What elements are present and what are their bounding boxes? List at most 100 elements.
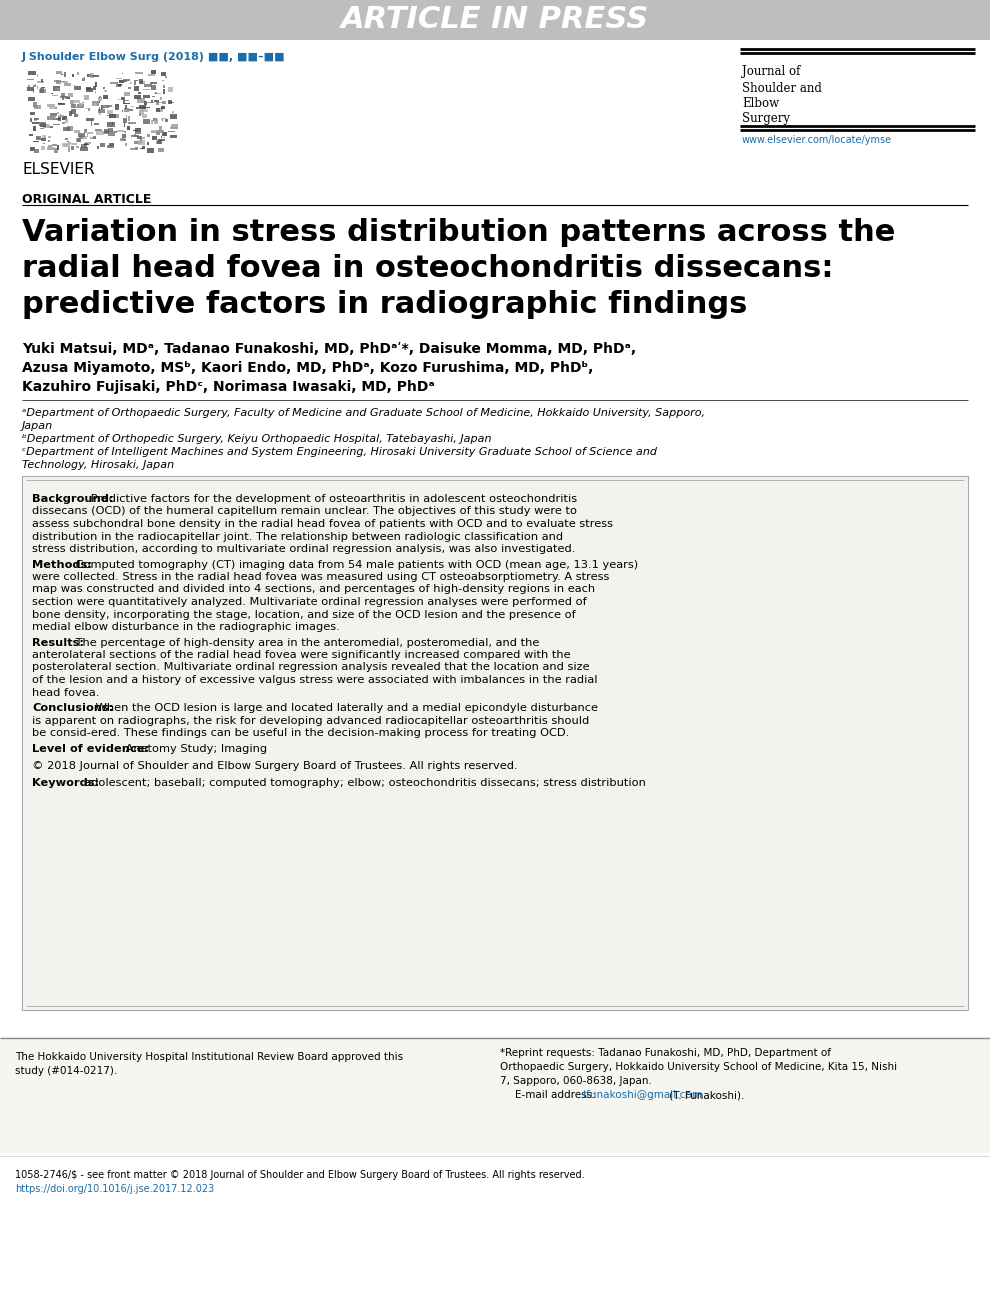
Bar [98,97,102,100]
Text: Orthopaedic Surgery, Hokkaido University School of Medicine, Kita 15, Nishi: Orthopaedic Surgery, Hokkaido University… [500,1062,897,1071]
Bar [141,107,146,108]
Bar [103,95,108,99]
Bar [95,91,96,94]
Bar [109,128,113,132]
Bar [28,97,35,102]
Bar [42,134,46,138]
Text: Keywords:: Keywords: [32,778,99,787]
Bar [62,127,69,132]
Bar [156,141,160,144]
Bar [52,86,59,90]
Bar [55,107,56,108]
Text: Japan: Japan [22,422,53,431]
Bar [47,116,54,120]
Bar [100,142,105,147]
Bar [162,102,165,104]
Bar [94,123,99,125]
Text: anterolateral sections of the radial head fovea were significantly increased com: anterolateral sections of the radial hea… [32,650,570,660]
Bar [81,137,87,138]
Bar [53,115,55,119]
Bar [64,144,68,147]
Bar [67,94,73,97]
Bar [82,102,83,103]
Bar [95,82,97,86]
Bar [91,76,99,77]
Text: dissecans (OCD) of the humeral capitellum remain unclear. The objectives of this: dissecans (OCD) of the humeral capitellu… [32,506,577,517]
Bar [119,99,120,100]
Bar [148,147,154,153]
Bar [69,111,72,116]
Text: *Reprint requests: Tadanao Funakoshi, MD, PhD, Department of: *Reprint requests: Tadanao Funakoshi, MD… [500,1048,831,1058]
Text: The Hokkaido University Hospital Institutional Review Board approved this: The Hokkaido University Hospital Institu… [15,1052,403,1062]
Text: study (#014-0217).: study (#014-0217). [15,1066,117,1077]
Bar [140,110,148,112]
Bar [156,107,160,112]
Text: Methods:: Methods: [32,560,92,569]
Bar [150,120,152,124]
Text: ELSEVIER: ELSEVIER [22,162,95,177]
Bar [157,141,161,144]
Text: Yuki Matsui, MDᵃ, Tadanao Funakoshi, MD, PhDᵃʹ*, Daisuke Momma, MD, PhDᵃ,: Yuki Matsui, MDᵃ, Tadanao Funakoshi, MD,… [22,342,637,356]
Bar [141,140,143,144]
Bar [50,125,53,128]
Bar [129,121,136,124]
Bar [135,72,143,74]
Bar [77,72,79,76]
Bar [107,123,115,128]
Bar [63,72,65,77]
Bar [29,133,34,136]
Bar [156,102,161,103]
Bar [103,130,109,134]
Bar [162,119,163,120]
Text: adolescent; baseball; computed tomography; elbow; osteochondritis dissecans; str: adolescent; baseball; computed tomograph… [77,778,645,787]
Bar [35,149,39,153]
Bar [60,81,66,82]
Bar [161,132,167,136]
Bar [165,119,168,123]
Bar [57,112,59,114]
Bar [157,149,164,153]
Bar [28,72,36,74]
Text: Surgery: Surgery [742,112,790,125]
Text: radial head fovea in osteochondritis dissecans:: radial head fovea in osteochondritis dis… [22,254,834,283]
Bar [36,136,42,140]
Text: distribution in the radiocapitellar joint. The relationship between radiologic c: distribution in the radiocapitellar join… [32,531,563,542]
Bar [50,112,57,116]
Bar [147,142,148,145]
Bar [41,124,46,127]
Bar [22,65,177,155]
Bar [101,104,103,110]
Bar [48,125,50,128]
Text: Results:: Results: [32,638,84,647]
Bar [90,121,91,127]
Bar [162,89,164,94]
Text: 1058-2746/$ - see front matter © 2018 Journal of Shoulder and Elbow Surgery Boar: 1058-2746/$ - see front matter © 2018 Jo… [15,1171,585,1180]
Bar [62,95,64,100]
Bar [49,145,52,147]
Bar [109,114,116,117]
Bar [97,146,99,150]
Bar [136,107,140,110]
Bar [110,144,114,146]
Text: E-mail address:: E-mail address: [515,1090,599,1100]
Bar [86,87,91,90]
Bar [84,95,89,100]
Bar [31,146,35,151]
Text: Kazuhiro Fujisaki, PhDᶜ, Norimasa Iwasaki, MD, PhDᵃ: Kazuhiro Fujisaki, PhDᶜ, Norimasa Iwasak… [22,380,435,394]
Bar [79,134,82,140]
Bar [139,114,141,116]
Text: stress distribution, according to multivariate ordinal regression analysis, was : stress distribution, according to multiv… [32,544,575,555]
Bar [53,149,57,153]
Bar [134,86,140,90]
Text: 7, Sapporo, 060-8638, Japan.: 7, Sapporo, 060-8638, Japan. [500,1077,651,1086]
Bar [153,119,158,124]
Bar [42,86,46,89]
Bar [47,146,53,150]
Bar [135,147,139,150]
Bar [161,106,164,110]
Bar [34,102,37,107]
Bar [124,130,126,133]
Bar [128,116,130,120]
Bar [172,111,173,115]
Bar [84,129,87,133]
